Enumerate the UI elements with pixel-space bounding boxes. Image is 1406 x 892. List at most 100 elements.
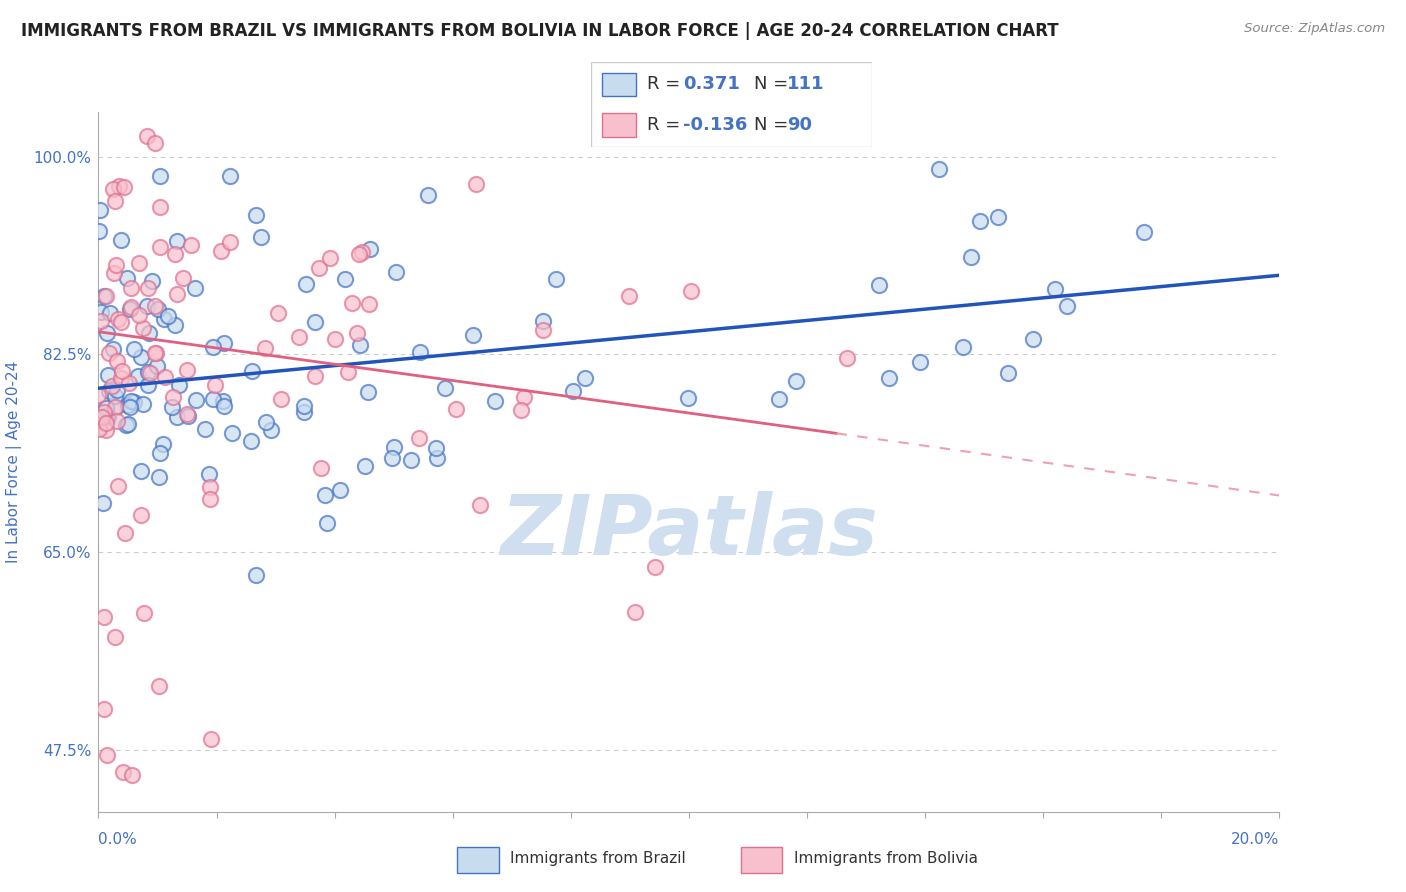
Point [309,461,332,475]
Point [342,296,364,310]
Point [239,434,262,448]
Point [90,305,112,319]
Bar [741,847,782,872]
Point [162,390,184,404]
Point [143,346,166,360]
Point [329,483,352,498]
Point [260,423,283,437]
Point [176,363,198,377]
Point [93,702,115,716]
Point [101,379,124,393]
Text: -0.136: -0.136 [683,116,748,134]
Point [105,400,128,414]
Point [1045,282,1067,296]
Point [129,464,152,478]
Point [172,271,194,285]
Point [89,422,111,436]
Point [184,392,207,407]
Point [295,277,318,291]
Point [211,394,233,409]
Point [105,258,128,272]
Point [513,390,536,404]
Point [148,469,170,483]
Point [146,359,169,373]
Point [952,340,974,354]
Point [201,392,224,407]
Point [240,364,263,378]
Point [314,488,336,502]
Point [104,389,127,403]
Point [117,398,139,412]
Point [319,251,342,265]
Point [89,413,111,427]
Point [114,525,136,540]
Point [94,401,117,416]
Point [107,178,129,193]
Point [531,323,554,337]
Point [103,194,125,208]
Point [574,371,596,385]
Point [87,224,110,238]
Point [304,368,326,383]
Bar [457,847,499,872]
Point [183,281,205,295]
Point [245,208,267,222]
Point [908,355,931,369]
Point [120,302,142,317]
Point [122,395,145,409]
Bar [602,113,636,137]
Point [107,312,129,326]
Point [114,418,136,433]
Point [1056,299,1078,313]
Point [104,400,127,414]
Point [101,182,124,196]
Point [292,405,315,419]
Point [97,409,120,424]
Text: ZIPatlas: ZIPatlas [501,491,877,572]
Point [315,516,337,530]
Point [166,409,188,424]
Point [433,381,456,395]
Point [347,247,370,261]
Point [245,567,267,582]
Point [94,423,117,437]
Point [676,391,699,405]
Point [103,630,125,644]
Point [105,353,128,368]
Point [149,446,172,460]
Point [111,765,134,780]
Point [149,169,172,183]
Point [969,214,991,228]
Point [333,272,356,286]
Point [97,346,120,360]
Point [153,369,176,384]
Point [132,397,155,411]
Point [138,365,160,379]
Point [288,330,311,344]
Point [97,368,120,382]
Point [132,606,155,620]
Point [785,374,807,388]
Point [90,409,112,424]
Point [463,327,485,342]
Text: R =: R = [647,116,686,134]
Point [176,408,198,422]
Point [212,400,235,414]
Point [292,400,315,414]
Point [250,229,273,244]
Point [336,365,359,379]
Point [194,422,217,436]
Point [93,610,115,624]
Point [416,187,439,202]
Point [426,450,449,465]
Point [323,332,346,346]
Point [128,308,150,322]
Point [768,392,790,406]
Point [131,508,153,523]
Text: R =: R = [647,76,686,94]
Point [399,452,422,467]
Point [987,211,1010,225]
Point [546,271,568,285]
Point [148,679,170,693]
Point [200,732,222,747]
